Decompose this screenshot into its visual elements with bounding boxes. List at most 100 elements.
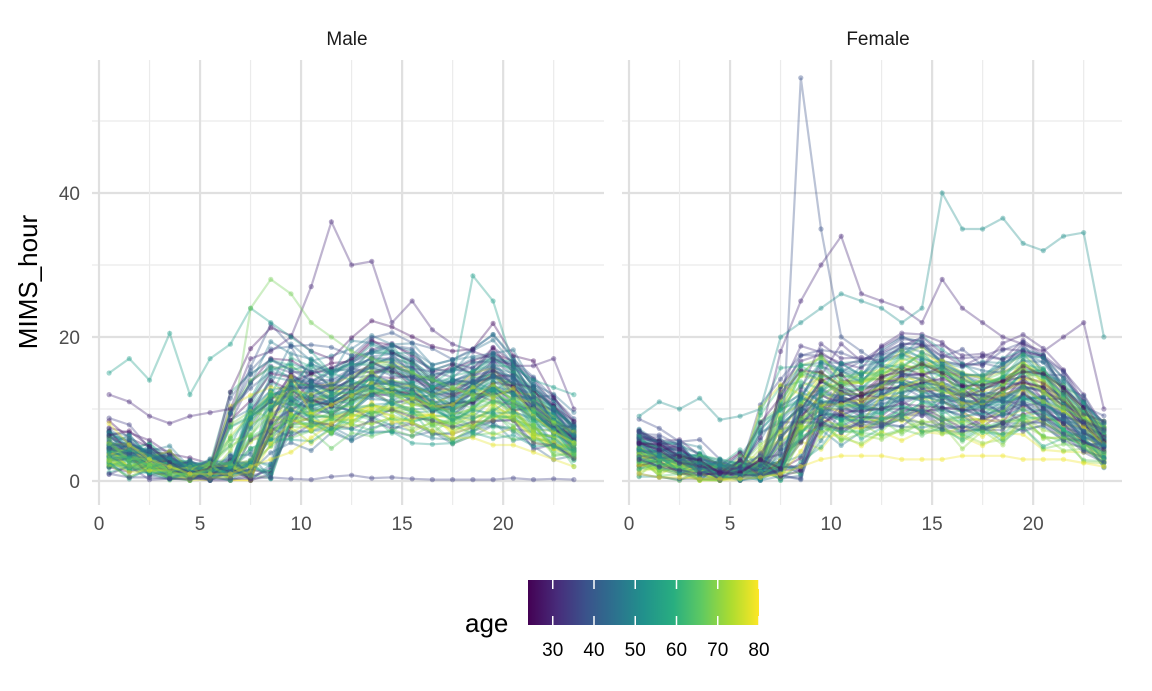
data-point <box>349 391 355 397</box>
data-point <box>328 381 334 387</box>
data-point <box>818 354 824 360</box>
data-point <box>187 473 193 479</box>
series-line <box>108 388 575 477</box>
data-point <box>959 371 966 377</box>
data-point <box>818 373 824 379</box>
data-point <box>939 396 945 402</box>
data-point <box>1101 436 1107 443</box>
data-point <box>106 442 112 448</box>
data-point <box>980 388 986 394</box>
data-point <box>879 384 885 391</box>
data-point <box>248 469 254 475</box>
data-point <box>126 476 132 482</box>
data-point <box>1101 438 1107 444</box>
data-point <box>1020 386 1026 392</box>
data-point <box>530 395 537 401</box>
data-point <box>939 394 945 400</box>
data-point <box>818 364 824 370</box>
data-point <box>838 361 844 367</box>
data-point <box>778 458 784 464</box>
data-point <box>1081 414 1087 420</box>
data-point <box>349 346 355 352</box>
data-point <box>1060 369 1067 375</box>
data-point <box>1000 365 1006 371</box>
data-point <box>207 464 213 471</box>
data-point <box>167 461 173 467</box>
data-point <box>490 353 496 359</box>
series-line <box>638 410 1105 477</box>
series-line <box>638 353 1105 477</box>
data-point <box>697 456 703 462</box>
data-point <box>349 405 355 411</box>
series-line <box>108 388 575 477</box>
data-point <box>879 398 885 405</box>
data-point <box>530 417 537 423</box>
data-point <box>308 477 314 483</box>
data-point <box>551 393 557 399</box>
data-point <box>551 356 557 362</box>
data-point <box>838 393 844 399</box>
data-point <box>369 355 375 361</box>
data-point <box>879 410 885 416</box>
data-point <box>1060 405 1067 411</box>
data-point <box>207 468 213 474</box>
data-point <box>571 438 577 444</box>
data-point <box>268 402 274 408</box>
data-point <box>530 434 537 440</box>
data-point <box>757 472 764 478</box>
data-point <box>187 465 193 471</box>
data-point <box>676 465 683 471</box>
data-point <box>959 414 966 420</box>
data-point <box>697 451 703 457</box>
data-point <box>146 466 153 472</box>
data-point <box>778 436 784 442</box>
data-point <box>227 468 233 474</box>
data-point <box>530 419 537 425</box>
data-point <box>328 385 334 392</box>
data-point <box>838 379 844 385</box>
data-point <box>369 361 375 367</box>
data-point <box>737 457 743 463</box>
data-point <box>1000 398 1006 405</box>
data-point <box>858 426 865 432</box>
data-point <box>980 414 986 420</box>
data-point <box>1101 434 1107 440</box>
data-point <box>106 445 112 451</box>
data-point <box>308 371 314 377</box>
series-line <box>638 380 1104 482</box>
data-point <box>858 379 865 385</box>
data-point <box>328 344 334 350</box>
data-point <box>757 467 764 473</box>
data-point <box>636 449 642 455</box>
data-point <box>1040 412 1046 418</box>
data-point <box>349 421 355 427</box>
data-point <box>919 384 925 390</box>
data-point <box>571 428 577 434</box>
data-point <box>1081 430 1087 436</box>
data-point <box>798 467 804 474</box>
data-point <box>167 462 173 468</box>
data-point <box>1101 446 1107 452</box>
data-point <box>328 412 334 418</box>
data-point <box>248 476 254 482</box>
data-point <box>1060 429 1067 435</box>
data-point <box>308 398 314 404</box>
data-point <box>1081 446 1087 452</box>
data-point <box>798 416 804 422</box>
data-point <box>919 349 925 355</box>
data-point <box>207 458 213 465</box>
data-point <box>778 465 784 471</box>
data-point <box>288 380 294 386</box>
data-point <box>207 467 213 473</box>
data-point <box>349 380 355 386</box>
data-point <box>980 377 986 384</box>
data-point <box>450 419 456 425</box>
data-point <box>187 464 193 470</box>
series-line <box>108 372 575 482</box>
data-point <box>126 440 132 446</box>
data-point <box>530 409 537 415</box>
data-point <box>879 376 885 382</box>
data-point <box>288 355 294 361</box>
data-point <box>167 469 173 475</box>
data-point <box>778 442 784 448</box>
